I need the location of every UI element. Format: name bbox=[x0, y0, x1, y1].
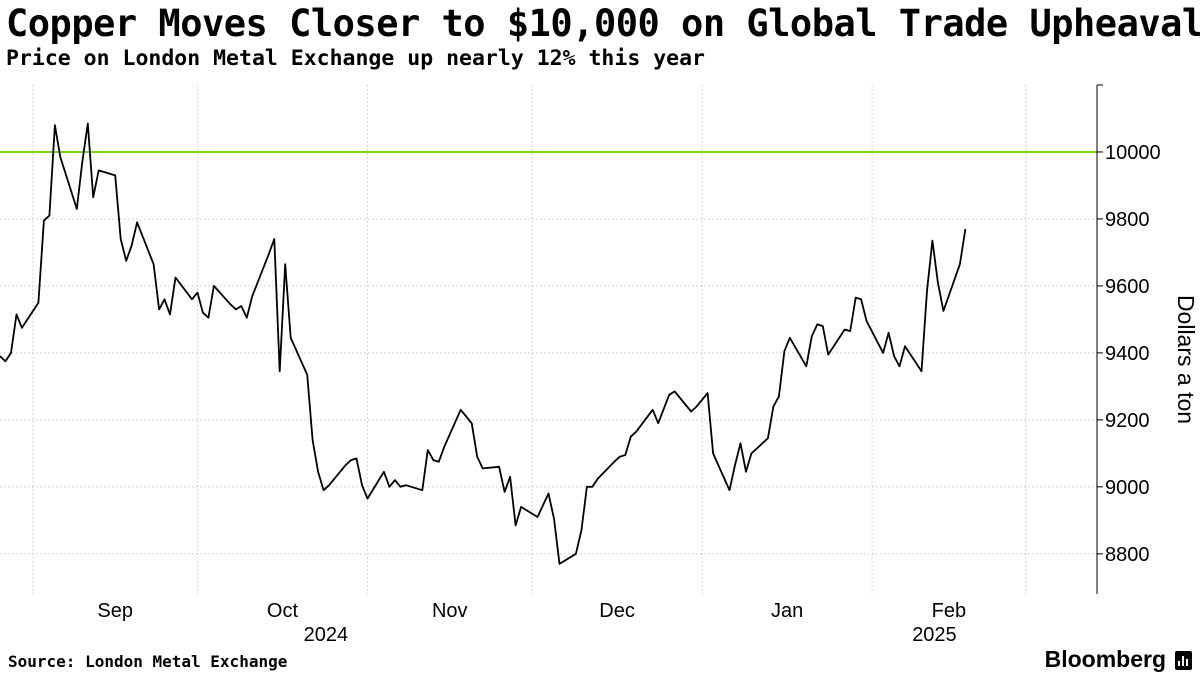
vertical-gridlines bbox=[32, 85, 1027, 594]
y-tick-label-8800: 8800 bbox=[1105, 544, 1150, 566]
source-note: Source: London Metal Exchange bbox=[8, 652, 288, 671]
bloomberg-logo: Bloomberg bbox=[1044, 646, 1166, 672]
x-tick-label-feb: Feb bbox=[932, 600, 966, 622]
y-tick-label-9000: 9000 bbox=[1105, 477, 1150, 499]
chart-title: Copper Moves Closer to $10,000 on Global… bbox=[6, 2, 1200, 45]
y-axis-label: Dollars a ton bbox=[1173, 295, 1199, 424]
x-tick-label-oct: Oct bbox=[267, 600, 299, 622]
y-axis-ticks: 8800 9000 9200 9400 9600 9800 10000 bbox=[1097, 84, 1161, 566]
x-tick-label-jan: Jan bbox=[771, 600, 803, 622]
x-axis-ticks: Sep Oct Nov Dec Jan Feb 2024 2025 bbox=[97, 600, 966, 646]
bloomberg-terminal-icon bbox=[1175, 651, 1192, 670]
y-tick-label-9200: 9200 bbox=[1105, 410, 1150, 432]
y-tick-label-10000: 10000 bbox=[1105, 142, 1161, 164]
x-tick-label-dec: Dec bbox=[599, 600, 635, 622]
x-tick-label-nov: Nov bbox=[432, 600, 468, 622]
x-tick-label-sep: Sep bbox=[97, 600, 133, 622]
y-tick-label-9800: 9800 bbox=[1105, 209, 1150, 231]
y-tick-label-9400: 9400 bbox=[1105, 343, 1150, 365]
chart-subtitle: Price on London Metal Exchange up nearly… bbox=[6, 46, 705, 71]
x-year-label-2025: 2025 bbox=[912, 624, 957, 646]
price-series-line bbox=[0, 122, 967, 565]
y-tick-label-9600: 9600 bbox=[1105, 276, 1150, 298]
x-year-label-2024: 2024 bbox=[304, 624, 349, 646]
